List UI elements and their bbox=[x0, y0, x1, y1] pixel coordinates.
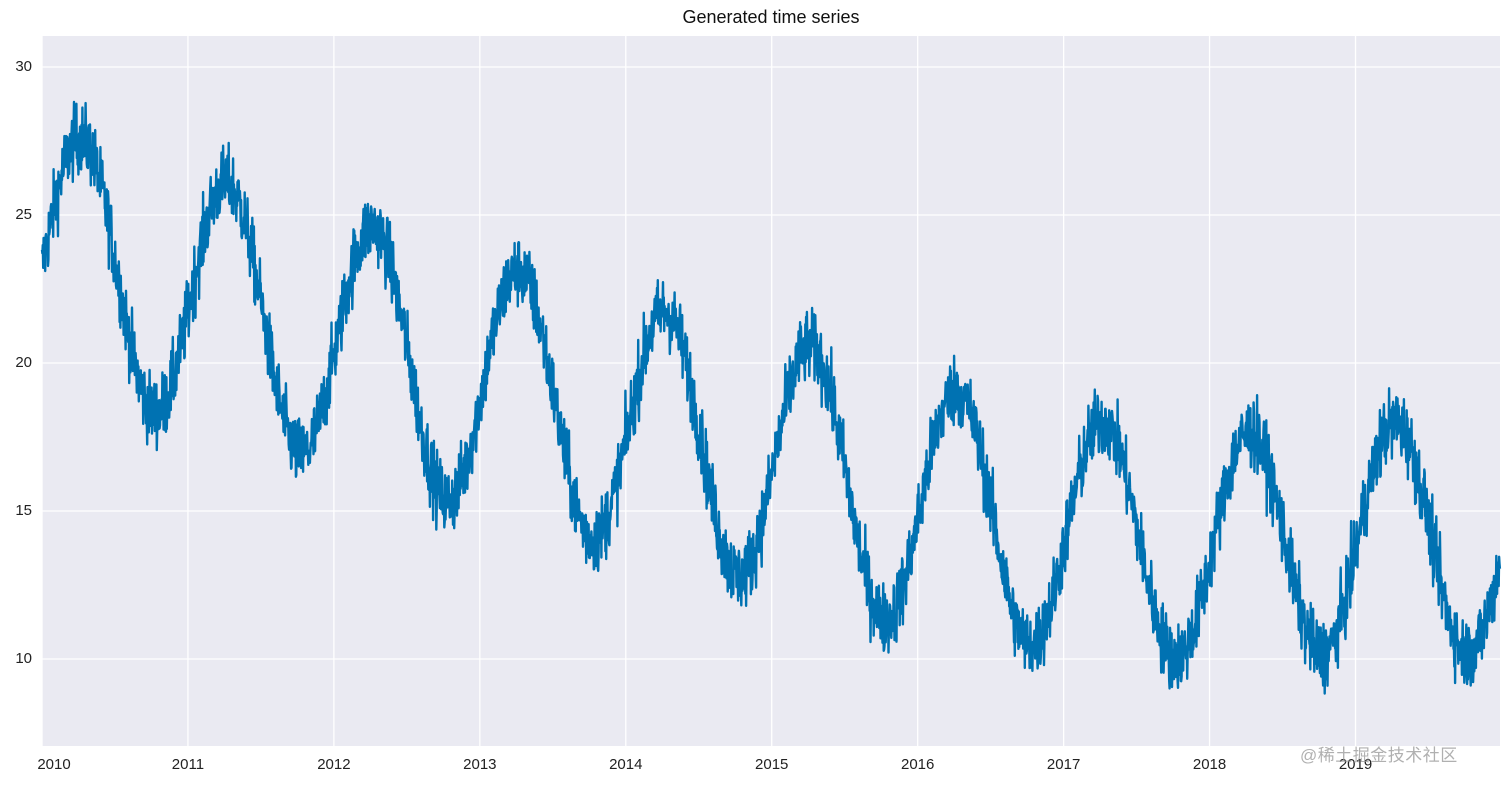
y-tick-label: 15 bbox=[15, 502, 32, 519]
x-tick-label: 2019 bbox=[1338, 756, 1373, 773]
x-tick-label: 2013 bbox=[463, 756, 497, 773]
watermark: @稀土掘金技术社区 bbox=[1300, 746, 1458, 765]
x-tick-label: 2016 bbox=[900, 756, 935, 773]
x-tick-label: 2011 bbox=[171, 756, 205, 773]
y-tick-label: 10 bbox=[15, 650, 32, 667]
plot-background bbox=[42, 36, 1500, 746]
y-tick-label: 30 bbox=[15, 58, 32, 75]
x-tick-label: 2015 bbox=[755, 756, 789, 773]
x-tick-label: 2014 bbox=[609, 756, 643, 773]
x-tick-label: 2017 bbox=[1046, 756, 1081, 773]
x-tick-label: 2010 bbox=[37, 756, 71, 773]
y-tick-label: 20 bbox=[15, 354, 32, 371]
y-tick-label: 25 bbox=[15, 206, 32, 223]
x-tick-label: 2012 bbox=[317, 756, 351, 773]
chart-title: Generated time series bbox=[682, 7, 860, 27]
series-line bbox=[40, 100, 1502, 695]
x-tick-label: 2018 bbox=[1192, 756, 1227, 773]
